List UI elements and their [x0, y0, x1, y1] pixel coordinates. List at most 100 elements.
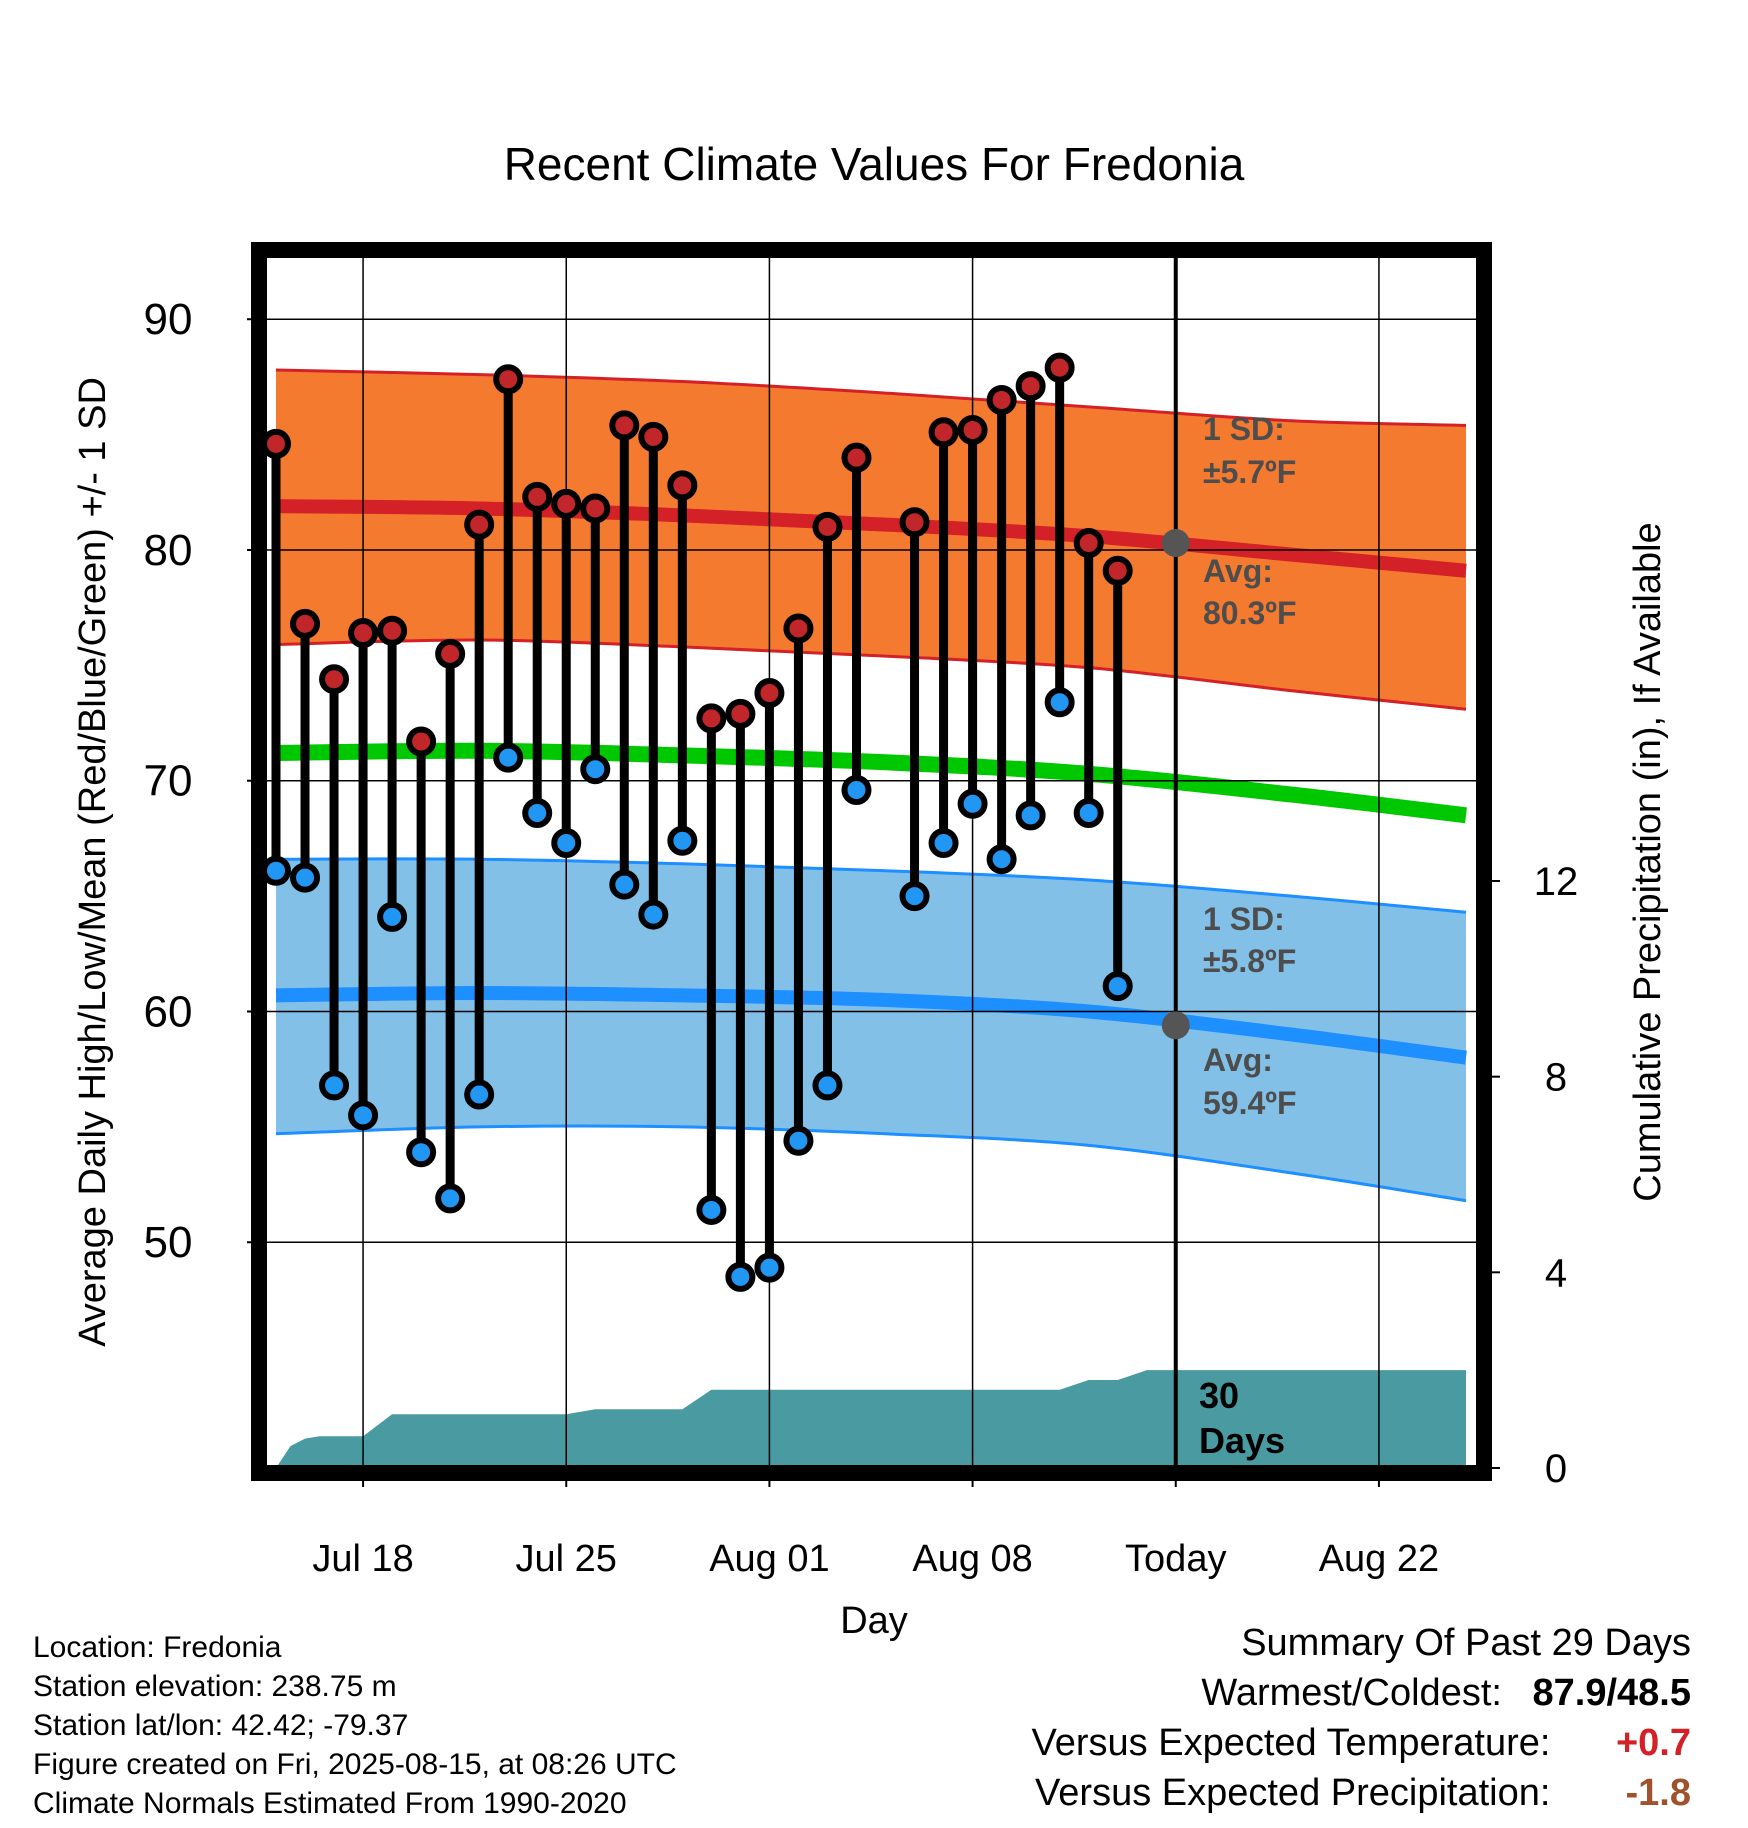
- axis-ticks: 50 60 70 80 90 0 4 8 12 Jul 18 Jul 25 Aug 01 Aug 08 T…: [144, 295, 1579, 1580]
- observed-low-point: [841, 774, 872, 805]
- observed-low-point: [261, 855, 291, 886]
- plot-frame: [251, 242, 1492, 1481]
- left-tick-label: 90: [144, 295, 193, 344]
- observed-high-point: [1044, 352, 1075, 383]
- observed-low-point: [493, 742, 524, 773]
- observed-low-point: [667, 825, 698, 856]
- observed-low-point: [464, 1079, 495, 1110]
- observed-low-point: [435, 1183, 466, 1214]
- low-sd-band: [276, 858, 1466, 1201]
- annotation-low-avg: Avg:: [1203, 1042, 1273, 1078]
- observed-high-point: [493, 364, 524, 395]
- observed-low-point: [1044, 687, 1075, 718]
- y-axis-right-label: Cumulative Precipitation (in), If Availa…: [1627, 522, 1669, 1201]
- info-created: Figure created on Fri, 2025-08-15, at 08…: [33, 1748, 677, 1781]
- observed-high-point: [464, 509, 495, 540]
- observed-high-point: [1015, 371, 1046, 402]
- annotation-low-sd-value: ±5.8ºF: [1203, 943, 1296, 979]
- observed-high-point: [783, 613, 814, 644]
- info-location: Location: Fredonia: [33, 1631, 282, 1664]
- summary-precip-row: Versus Expected Precipitation: -1.8: [1032, 1768, 1691, 1818]
- today-low-average-marker: [1161, 1011, 1190, 1040]
- high-sd-band: [276, 369, 1466, 710]
- observed-low-point: [986, 844, 1017, 875]
- precipitation-area: [276, 1370, 1466, 1468]
- annotation-high-avg-value: 80.3ºF: [1203, 595, 1297, 631]
- high-plus-sd-line: [275, 368, 1467, 427]
- observed-low-point: [406, 1137, 437, 1168]
- summary-precip-label: Versus Expected Precipitation:: [1035, 1772, 1551, 1814]
- right-tick-label: 8: [1545, 1056, 1567, 1100]
- observed-high-point: [667, 470, 698, 501]
- observed-high-point: [290, 608, 321, 639]
- observed-values: [261, 352, 1133, 1292]
- observed-high-point: [754, 678, 785, 709]
- info-normals: Climate Normals Estimated From 1990-2020: [33, 1787, 627, 1820]
- observed-high-point: [522, 481, 553, 512]
- info-elevation: Station elevation: 238.75 m: [33, 1670, 397, 1703]
- observed-low-point: [696, 1194, 727, 1225]
- x-tick-label: Aug 08: [912, 1538, 1032, 1580]
- info-latlon: Station lat/lon: 42.42; -79.37: [33, 1709, 409, 1742]
- observed-low-point: [522, 798, 553, 829]
- observed-low-point: [957, 788, 988, 819]
- x-tick-label: Aug 01: [709, 1538, 829, 1580]
- annotation-high-avg: Avg:: [1203, 553, 1273, 589]
- x-axis-label: Day: [840, 1600, 908, 1642]
- summary-warmest-value: 87.9/48.5: [1532, 1672, 1691, 1714]
- left-tick-label: 80: [144, 526, 193, 575]
- observed-high-point: [986, 384, 1017, 415]
- annotation-low-avg-value: 59.4ºF: [1203, 1085, 1297, 1121]
- observed-high-point: [435, 638, 466, 669]
- observed-high-point: [725, 698, 756, 729]
- x-tick-label: Jul 18: [312, 1538, 413, 1580]
- observed-high-point: [957, 414, 988, 445]
- observed-high-point: [899, 507, 930, 538]
- right-tick-label: 12: [1534, 860, 1579, 904]
- observed-low-point: [638, 899, 669, 930]
- summary-heading: Summary Of Past 29 Days: [1241, 1622, 1691, 1664]
- y-axis-left-label: Average Daily High/Low/Mean (Red/Blue/Gr…: [72, 377, 114, 1347]
- observed-low-point: [377, 901, 408, 932]
- observed-low-point: [609, 869, 640, 900]
- observed-low-point: [580, 754, 611, 785]
- left-tick-label: 60: [144, 987, 193, 1036]
- observed-high-point: [812, 511, 843, 542]
- observed-high-point: [377, 615, 408, 646]
- annotation-days-number: 30: [1199, 1375, 1239, 1416]
- high-average-line: [275, 499, 1467, 578]
- observed-high-point: [638, 421, 669, 452]
- observed-low-point: [812, 1070, 843, 1101]
- left-tick-label: 70: [144, 757, 193, 806]
- summary-warmest-label: Warmest/Coldest:: [1201, 1672, 1502, 1714]
- observed-high-point: [580, 493, 611, 524]
- station-info: Location: Fredonia Station elevation: 23…: [33, 1628, 677, 1823]
- annotation-days-label: Days: [1199, 1420, 1285, 1461]
- observed-high-point: [319, 664, 350, 695]
- observed-high-point: [261, 428, 291, 459]
- x-tick-label: Today: [1125, 1538, 1226, 1580]
- observed-low-point: [928, 828, 959, 859]
- observed-high-point: [841, 442, 872, 473]
- observed-low-point: [1073, 798, 1104, 829]
- observed-low-point: [551, 828, 582, 859]
- observed-high-point: [696, 703, 727, 734]
- observed-low-point: [348, 1100, 379, 1131]
- x-tick-label: Aug 22: [1319, 1538, 1439, 1580]
- observed-high-point: [406, 726, 437, 757]
- chart-title: Recent Climate Values For Fredonia: [504, 138, 1245, 190]
- summary-temp-row: Versus Expected Temperature: +0.7: [1032, 1718, 1691, 1768]
- summary-temp-label: Versus Expected Temperature:: [1031, 1722, 1551, 1764]
- observed-low-point: [1015, 800, 1046, 831]
- x-tick-label: Jul 25: [516, 1538, 617, 1580]
- summary-panel: Summary Of Past 29 Days Warmest/Coldest:…: [1032, 1618, 1691, 1818]
- observed-low-point: [899, 881, 930, 912]
- summary-temp-value: +0.7: [1615, 1722, 1691, 1764]
- low-minus-sd-line: [275, 1124, 1467, 1203]
- observed-low-point: [1102, 971, 1133, 1002]
- summary-warmest-row: Warmest/Coldest: 87.9/48.5: [1032, 1668, 1691, 1718]
- observed-low-point: [290, 862, 321, 893]
- observed-low-point: [319, 1070, 350, 1101]
- today-high-average-marker: [1161, 529, 1190, 558]
- summary-precip-value: -1.8: [1625, 1772, 1691, 1814]
